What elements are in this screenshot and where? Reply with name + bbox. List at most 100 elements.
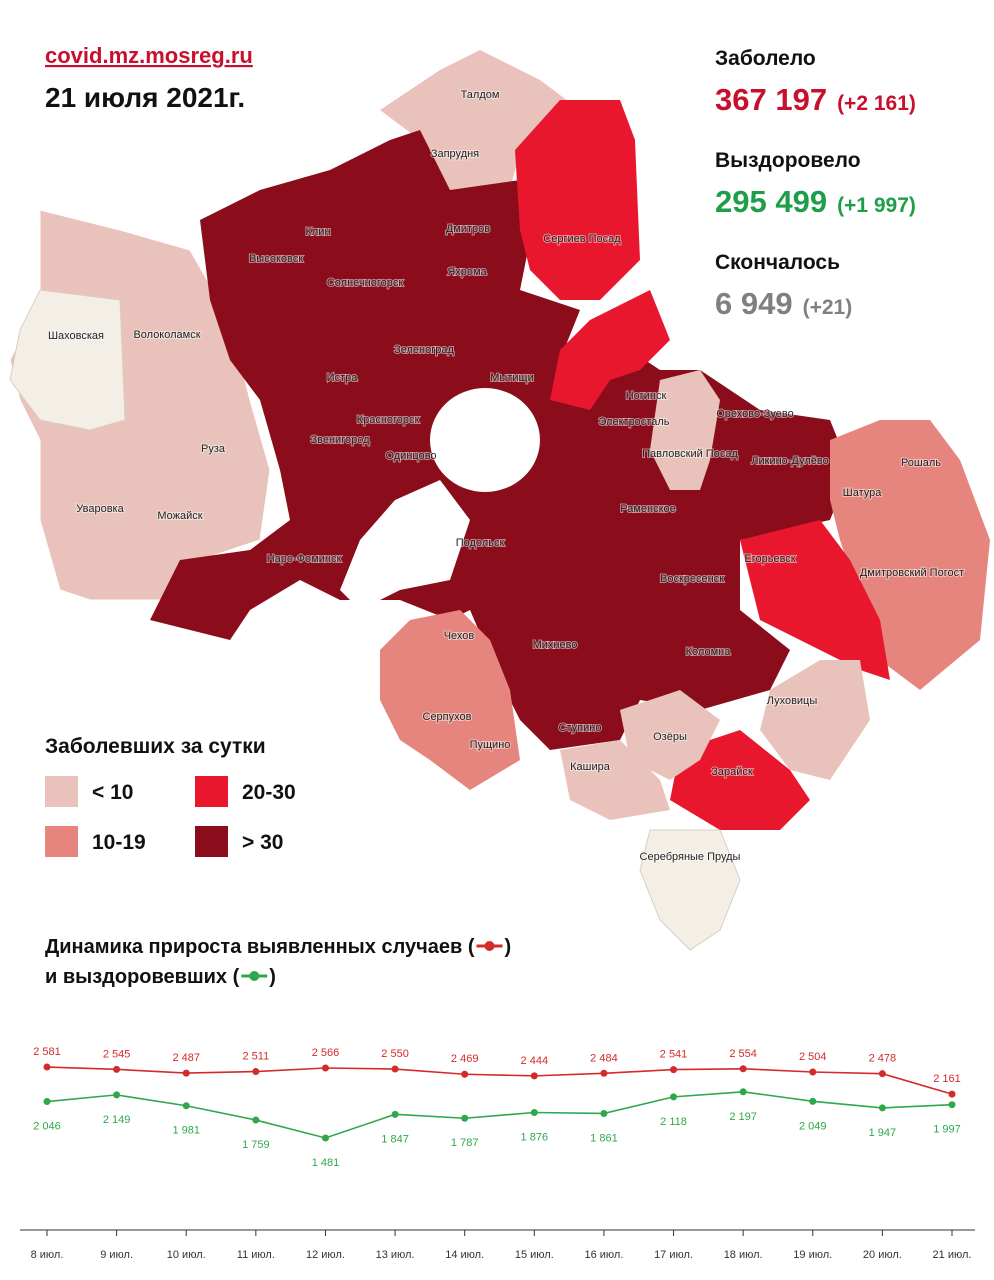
region-shakhovskaya bbox=[9, 289, 126, 431]
value-label: 2 541 bbox=[660, 1049, 688, 1061]
value-label: 2 444 bbox=[521, 1055, 549, 1067]
place-label: Сергиев Посад bbox=[543, 233, 621, 245]
series-line bbox=[46, 1066, 953, 1095]
value-label: 2 118 bbox=[660, 1116, 687, 1128]
place-label: Коломна bbox=[686, 646, 732, 658]
value-label: 2 478 bbox=[869, 1053, 897, 1065]
moscow bbox=[430, 388, 540, 492]
value-label: 2 554 bbox=[729, 1048, 757, 1060]
place-label: Запрудня bbox=[431, 148, 479, 160]
place-label: Яхрома bbox=[447, 266, 487, 278]
line-chart: Динамика прироста выявленных случаев () и… bbox=[20, 936, 975, 1261]
place-label: Уваровка bbox=[76, 503, 124, 515]
region-sergiev bbox=[515, 100, 640, 300]
value-label: 2 046 bbox=[33, 1121, 61, 1133]
point bbox=[878, 1104, 886, 1112]
value-label: 2 566 bbox=[312, 1047, 340, 1059]
point bbox=[321, 1064, 329, 1072]
legend-label: 10-19 bbox=[92, 831, 146, 854]
place-label: Серебряные Пруды bbox=[640, 851, 741, 863]
place-labels: Талдом Запрудня Клин Дмитров Сергиев Посад Вы… bbox=[47, 88, 965, 864]
place-label: Истра bbox=[327, 372, 359, 384]
region-lukhovitsy bbox=[760, 660, 870, 780]
legend-swatch bbox=[45, 776, 78, 807]
stats: Заболело 367 197 (+2 161) Выздоровело 295 49… bbox=[715, 47, 916, 321]
series-line bbox=[46, 1090, 953, 1139]
place-label: Зеленоград bbox=[394, 344, 454, 356]
point bbox=[809, 1068, 817, 1076]
region-kashira bbox=[560, 740, 670, 820]
x-tick-label: 20 июл. bbox=[863, 1249, 902, 1261]
point bbox=[670, 1093, 678, 1101]
place-label: Звенигород bbox=[310, 434, 370, 446]
stat-delta: (+1 997) bbox=[837, 194, 916, 217]
value-label: 2 197 bbox=[729, 1111, 757, 1123]
value-label: 2 469 bbox=[451, 1053, 479, 1065]
place-label: Клин bbox=[305, 226, 330, 238]
place-label: Дмитров bbox=[446, 223, 490, 235]
point bbox=[391, 1065, 399, 1073]
place-label: Подольск bbox=[456, 537, 505, 549]
stat-delta: (+21) bbox=[803, 296, 853, 319]
place-label: Чехов bbox=[444, 630, 475, 642]
x-tick-label: 10 июл. bbox=[167, 1249, 206, 1261]
legend: < 10 20-30 10-19 > 30 bbox=[45, 776, 296, 857]
place-label: Электросталь bbox=[599, 416, 670, 428]
legend-label: < 10 bbox=[92, 781, 133, 804]
chart-title: ) bbox=[269, 966, 276, 988]
value-label: 2 484 bbox=[590, 1052, 618, 1064]
stat-number: 367 197 bbox=[715, 82, 827, 117]
place-label: Егорьевск bbox=[744, 553, 795, 565]
region-serebr bbox=[639, 829, 741, 951]
map bbox=[9, 50, 990, 951]
region-east-red bbox=[550, 290, 670, 410]
value-label: 2 487 bbox=[172, 1052, 200, 1064]
legend-swatch bbox=[195, 776, 228, 807]
x-tick-label: 18 июл. bbox=[724, 1249, 763, 1261]
point bbox=[113, 1091, 121, 1099]
point bbox=[113, 1065, 121, 1073]
value-label: 1 947 bbox=[869, 1127, 897, 1139]
place-label: Одинцово bbox=[385, 450, 436, 462]
value-label: 2 550 bbox=[381, 1048, 409, 1060]
value-label: 1 759 bbox=[242, 1139, 270, 1151]
value-label: 1 861 bbox=[590, 1132, 618, 1144]
region-zaraisk bbox=[670, 730, 810, 830]
place-label: Красногорск bbox=[357, 414, 420, 426]
value-label: 1 787 bbox=[451, 1137, 479, 1149]
point bbox=[391, 1110, 399, 1118]
place-label: Высоковск bbox=[249, 253, 303, 265]
stat-value: 367 197 (+2 161) bbox=[715, 82, 916, 117]
place-label: Ступино bbox=[559, 722, 602, 734]
chart-title: ) bbox=[505, 936, 512, 958]
point bbox=[670, 1066, 678, 1074]
value-label: 1 997 bbox=[933, 1124, 961, 1136]
point bbox=[43, 1063, 51, 1071]
new-moscow bbox=[340, 480, 470, 610]
value-label: 1 876 bbox=[521, 1131, 549, 1143]
point bbox=[43, 1098, 51, 1106]
stat-label: Заболело bbox=[715, 47, 816, 70]
place-label: Ногинск bbox=[626, 390, 667, 402]
place-label: Кашира bbox=[570, 761, 611, 773]
place-label: Зарайск bbox=[711, 766, 753, 778]
chart-title: и выздоровевших ( bbox=[45, 966, 240, 988]
place-label: Шаховская bbox=[48, 330, 104, 342]
point bbox=[182, 1102, 190, 1110]
stat-value: 295 499 (+1 997) bbox=[715, 184, 916, 219]
x-tick-label: 17 июл. bbox=[654, 1249, 693, 1261]
legend-label: 20-30 bbox=[242, 781, 296, 804]
point bbox=[600, 1069, 608, 1077]
place-label: Пущино bbox=[470, 739, 511, 751]
value-label: 2 511 bbox=[242, 1051, 269, 1063]
place-label: Наро-Фоминск bbox=[267, 553, 342, 565]
place-label: Солнечногорск bbox=[327, 277, 403, 289]
point bbox=[182, 1069, 190, 1077]
value-label: 1 981 bbox=[172, 1125, 200, 1137]
stat-label: Выздоровело bbox=[715, 149, 861, 172]
value-label: 1 481 bbox=[312, 1157, 340, 1169]
place-label: Мытищи bbox=[490, 372, 533, 384]
place-label: Озёры bbox=[653, 731, 687, 743]
stat-delta: (+2 161) bbox=[837, 92, 916, 115]
